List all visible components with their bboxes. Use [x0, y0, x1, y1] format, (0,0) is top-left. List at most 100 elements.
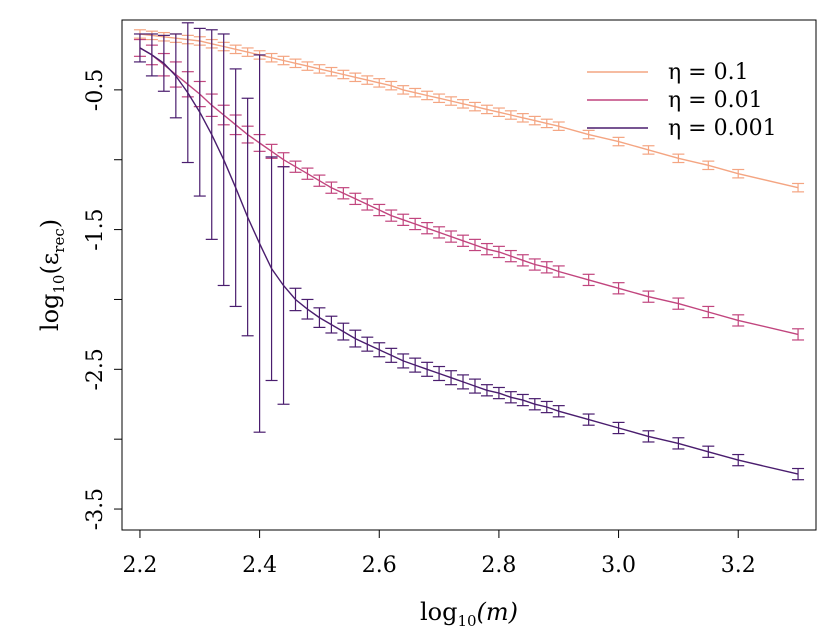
legend-item: η = 0.01 — [587, 88, 763, 113]
error-bar — [445, 230, 458, 243]
error-bar — [672, 297, 685, 310]
error-bar — [516, 113, 529, 123]
error-bar — [582, 129, 595, 140]
error-bar — [313, 174, 326, 187]
error-bar — [612, 282, 625, 295]
error-bar — [361, 336, 374, 352]
error-bar — [289, 287, 302, 312]
error-bar — [217, 33, 230, 287]
error-bar — [504, 249, 517, 263]
error-bar — [325, 181, 338, 194]
error-bar — [468, 378, 481, 394]
error-bar — [492, 386, 505, 400]
error-bar — [504, 391, 517, 404]
legend-label: η = 0.01 — [668, 88, 763, 113]
error-bar — [385, 80, 398, 91]
error-bar — [612, 136, 625, 147]
error-bar — [145, 33, 158, 77]
error-bar — [133, 33, 146, 63]
error-bar — [492, 245, 505, 259]
error-bar — [409, 87, 422, 98]
error-bar — [373, 78, 386, 88]
error-bar — [582, 273, 595, 287]
error-bar — [265, 156, 278, 382]
error-bar — [277, 55, 290, 66]
error-bar — [385, 347, 398, 363]
error-bar — [457, 99, 470, 109]
error-bar — [241, 97, 254, 337]
y-axis-label: log10(εrec) — [36, 219, 68, 331]
error-bar — [397, 353, 410, 369]
error-bar — [157, 34, 170, 92]
error-bar — [480, 242, 493, 256]
error-bar — [277, 152, 290, 168]
series-layer — [133, 22, 805, 481]
error-bar — [642, 145, 655, 155]
error-bar — [445, 370, 458, 386]
error-bar — [582, 413, 595, 426]
error-bar — [421, 222, 434, 235]
error-bar — [301, 298, 314, 320]
error-bar — [397, 213, 410, 226]
legend: η = 0.1 η = 0.01 η = 0.001 — [587, 60, 777, 141]
error-bar — [349, 329, 362, 348]
error-bar — [468, 238, 481, 252]
error-bar — [169, 33, 182, 119]
x-axis-label: log10(m) — [420, 598, 518, 630]
error-bar — [445, 96, 458, 106]
error-bar — [552, 121, 565, 131]
error-bar — [552, 405, 565, 418]
error-bar — [241, 47, 254, 57]
x-tick-label: 2.6 — [362, 553, 397, 578]
x-tick-label: 2.8 — [481, 553, 516, 578]
error-bar — [468, 101, 481, 112]
error-bar — [337, 187, 350, 200]
error-bar — [540, 118, 553, 129]
y-axis: -0.5 -1.5 -2.5 -3.5 — [83, 69, 122, 530]
error-bar — [433, 365, 446, 382]
error-bar — [528, 115, 541, 126]
error-bar — [732, 168, 745, 179]
error-bar — [516, 393, 529, 407]
error-bar — [361, 75, 374, 85]
error-bar — [301, 61, 314, 71]
error-bar — [349, 72, 362, 83]
error-bar — [337, 69, 350, 80]
error-bar — [672, 153, 685, 164]
error-bar — [540, 261, 553, 274]
error-bar — [732, 314, 745, 327]
error-bar — [361, 198, 374, 211]
error-bar — [492, 107, 505, 118]
error-bar — [229, 44, 242, 55]
error-bar — [229, 68, 242, 308]
error-bar — [642, 430, 655, 443]
error-bar — [792, 467, 805, 481]
legend-item: η = 0.1 — [587, 60, 749, 85]
error-bar — [457, 374, 470, 390]
error-bar — [552, 265, 565, 278]
x-tick-label: 2.4 — [242, 553, 277, 578]
error-bar — [480, 104, 493, 115]
error-bar — [642, 290, 655, 303]
x-axis: 2.2 2.4 2.6 2.8 3.0 3.2 — [122, 530, 756, 578]
error-bar — [409, 357, 422, 373]
error-bar — [301, 167, 314, 180]
error-bar — [409, 217, 422, 231]
error-bar — [193, 27, 206, 197]
error-bar — [433, 226, 446, 239]
x-tick-label: 2.2 — [122, 553, 157, 578]
error-bar — [516, 254, 529, 267]
y-tick-label: -3.5 — [83, 488, 108, 530]
error-bar — [289, 58, 302, 69]
error-bar — [373, 342, 386, 358]
error-bar — [702, 305, 715, 319]
y-tick-label: -0.5 — [83, 69, 108, 111]
x-tick-label: 3.2 — [721, 553, 756, 578]
error-bar — [205, 29, 218, 240]
error-bar — [612, 421, 625, 435]
x-tick-label: 3.0 — [601, 553, 636, 578]
legend-item: η = 0.001 — [587, 116, 777, 141]
y-tick-label: -2.5 — [83, 348, 108, 390]
plot-frame — [121, 19, 817, 531]
